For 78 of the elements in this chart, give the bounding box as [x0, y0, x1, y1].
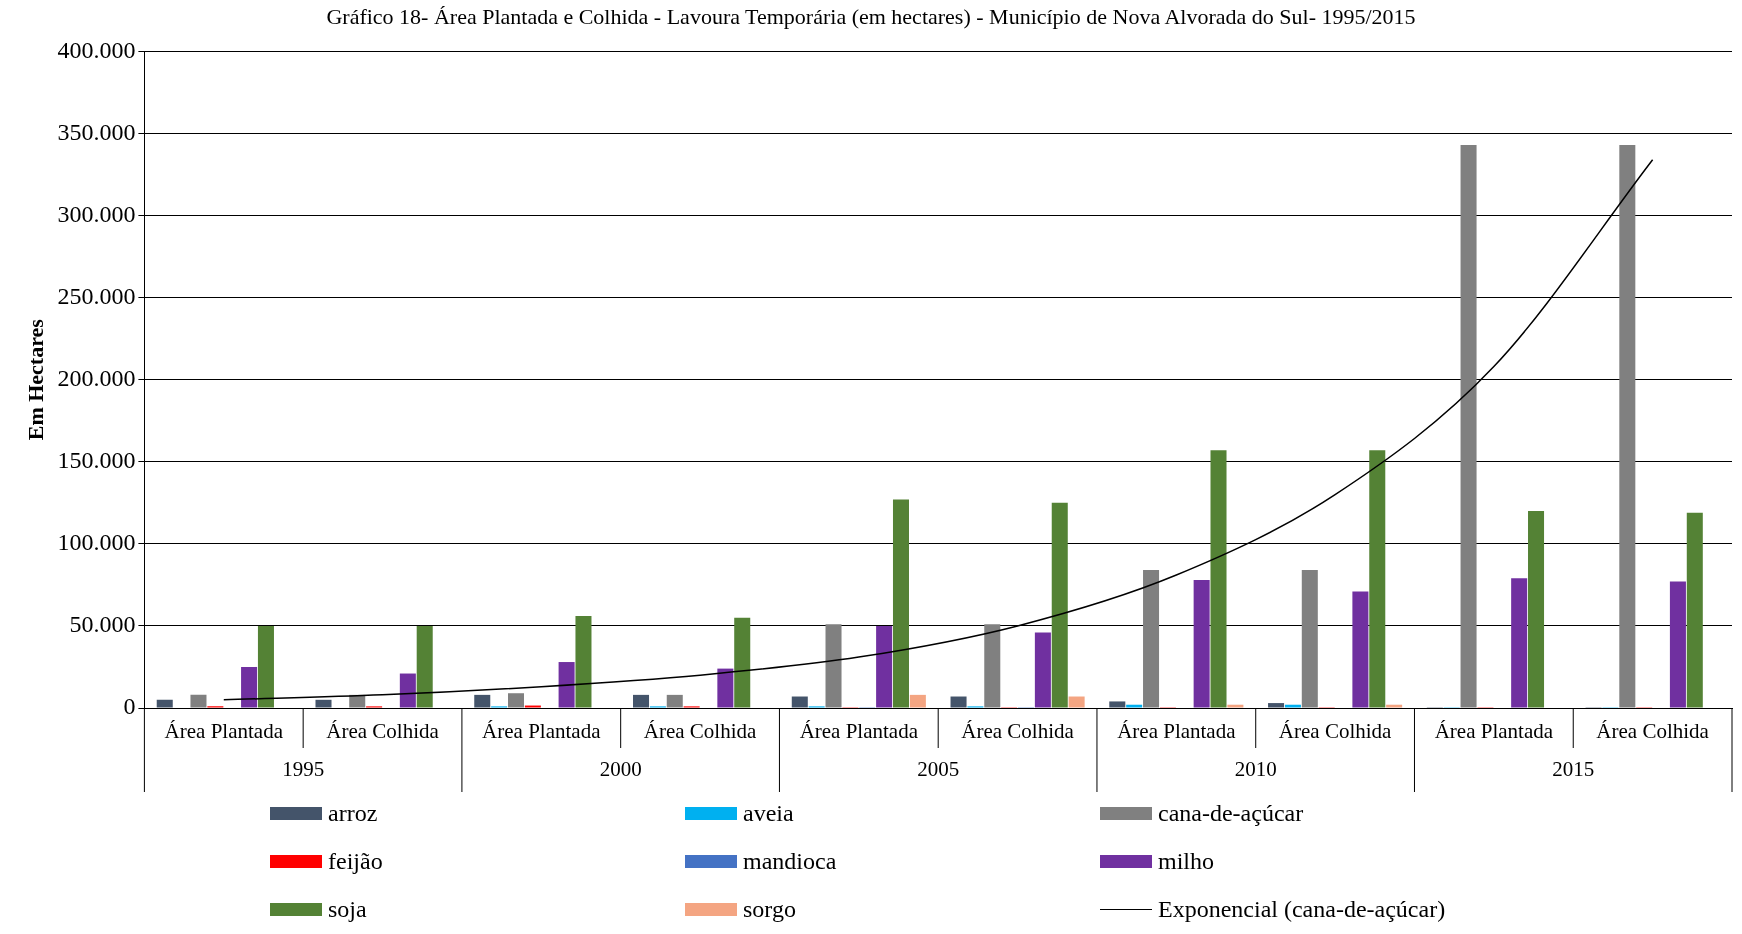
x-tick-label: Área Plantada — [164, 719, 284, 744]
bar — [1386, 704, 1403, 708]
chart-title: Gráfico 18- Área Plantada e Colhida - Lavoura Temporária (em hectares) - Município de Nova Alvorada do Sul- 1995/2015 — [325, 3, 1417, 31]
y-axis-title: Em Hectares — [22, 318, 48, 441]
legend-label: aveia — [743, 799, 794, 827]
bar — [1669, 581, 1686, 708]
bar — [1227, 704, 1244, 708]
bar — [1619, 144, 1636, 708]
x-tick-label: Área Plantada — [799, 719, 919, 744]
bar — [1352, 591, 1369, 708]
bar — [1460, 144, 1477, 708]
bar — [984, 624, 1001, 708]
bar — [315, 699, 332, 708]
legend-label: cana-de-açúcar — [1158, 799, 1304, 827]
x-tick-label: Área Plantada — [1117, 719, 1237, 744]
bar — [474, 694, 491, 708]
bar — [791, 696, 808, 708]
bar — [575, 616, 592, 708]
bar — [633, 694, 650, 708]
bar — [1301, 570, 1318, 708]
legend-label: Exponencial (cana-de-açúcar) — [1158, 895, 1446, 923]
bar — [1051, 502, 1068, 708]
bar — [1511, 578, 1528, 708]
y-tick-label: 300.000 — [57, 200, 136, 227]
bar — [1528, 511, 1545, 708]
legend-label: mandioca — [743, 847, 837, 875]
y-tick-label: 200.000 — [57, 365, 136, 391]
legend-label: soja — [328, 895, 367, 923]
bar — [1143, 570, 1160, 708]
bar — [1284, 704, 1301, 708]
bar — [1034, 632, 1051, 708]
x-tick-label: Área Colhida — [326, 719, 440, 744]
bar — [717, 668, 734, 708]
x-tick-label: Área Plantada — [1434, 719, 1554, 744]
bar — [825, 624, 842, 708]
bar — [909, 694, 926, 708]
bar — [190, 694, 207, 708]
bar — [734, 617, 751, 708]
x-tick-label: Área Colhida — [961, 719, 1075, 744]
bar — [416, 625, 433, 708]
x-tick-label: Área Colhida — [643, 719, 758, 744]
bar — [1126, 704, 1143, 708]
bar — [241, 666, 258, 708]
bar — [156, 699, 173, 708]
legend-label: milho — [1158, 847, 1215, 875]
bar — [950, 696, 967, 708]
text: 2000 — [599, 756, 642, 781]
bar — [507, 693, 525, 708]
legend-label: feijão — [328, 847, 383, 875]
y-tick-label: 400.000 — [57, 36, 136, 63]
x-tick-label: Área Colhida — [1596, 719, 1710, 744]
bar — [1068, 696, 1085, 708]
bar — [666, 694, 683, 708]
bar — [876, 625, 893, 708]
y-tick-label: 0 — [123, 693, 136, 720]
bar — [558, 662, 575, 708]
text: 2015 — [1552, 756, 1595, 781]
text: 2005 — [917, 756, 960, 781]
bar — [1193, 579, 1210, 708]
bar — [399, 673, 416, 708]
x-tick-label: Área Colhida — [1278, 719, 1393, 744]
bar — [1109, 701, 1126, 708]
bar — [1369, 450, 1386, 708]
legend-label: arroz — [328, 799, 378, 827]
bar — [1210, 450, 1227, 708]
text: 1995 — [282, 756, 325, 781]
y-tick-label: 100.000 — [57, 529, 136, 556]
y-tick-label: 350.000 — [57, 118, 136, 145]
bar — [257, 625, 274, 708]
y-tick-label: 150.000 — [57, 447, 136, 474]
bar — [892, 499, 909, 708]
y-tick-label: 250.000 — [57, 282, 136, 309]
legend-label: sorgo — [743, 895, 796, 923]
y-tick-label: 50.000 — [69, 611, 136, 638]
x-tick-label: Área Plantada — [482, 719, 602, 744]
bar — [1686, 512, 1703, 708]
bar — [1268, 703, 1285, 708]
text: 2010 — [1234, 756, 1277, 781]
